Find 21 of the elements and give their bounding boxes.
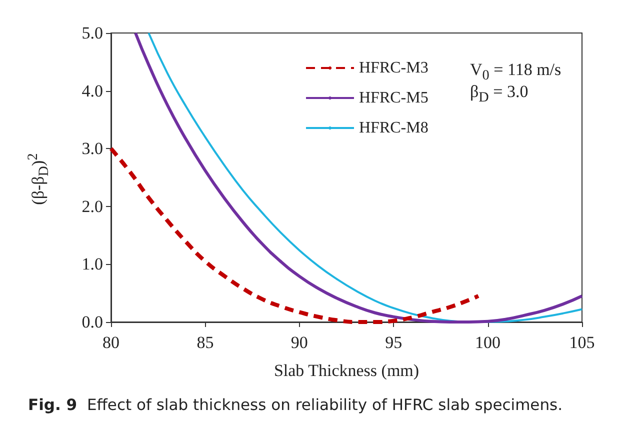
x-tick-label: 100 bbox=[475, 333, 501, 352]
y-tick-label: 4.0 bbox=[82, 81, 103, 100]
annotation: β$_{D}$ = 3.0 bbox=[470, 82, 528, 106]
x-tick-label: 95 bbox=[385, 333, 402, 352]
y-tick-label: 3.0 bbox=[82, 139, 103, 158]
x-tick-label: 85 bbox=[196, 333, 214, 352]
x-tick-label: 105 bbox=[569, 333, 595, 352]
line-series bbox=[109, 146, 480, 324]
legend-label: HFRC-M3 bbox=[359, 60, 428, 76]
y-tick-label: 1.0 bbox=[82, 254, 103, 274]
legend-label: HFRC-M8 bbox=[359, 120, 428, 136]
annotation: V$_{0}$ = 118 m/s bbox=[470, 60, 562, 84]
x-axis-title: Slab Thickness (mm) bbox=[274, 361, 420, 380]
y-tick-label: 0.0 bbox=[82, 312, 103, 332]
y-tick-label: 2.0 bbox=[82, 196, 103, 216]
caption: Fig. 9 bbox=[28, 396, 78, 414]
x-tick-label: 80 bbox=[102, 333, 120, 352]
x-tick-label: 90 bbox=[290, 333, 308, 352]
y-tick-label: 5.0 bbox=[82, 24, 103, 42]
legend-label: HFRC-M5 bbox=[359, 90, 428, 106]
text: Effect of slab thickness on reliability of HFRC slab specimens. bbox=[86, 396, 563, 414]
